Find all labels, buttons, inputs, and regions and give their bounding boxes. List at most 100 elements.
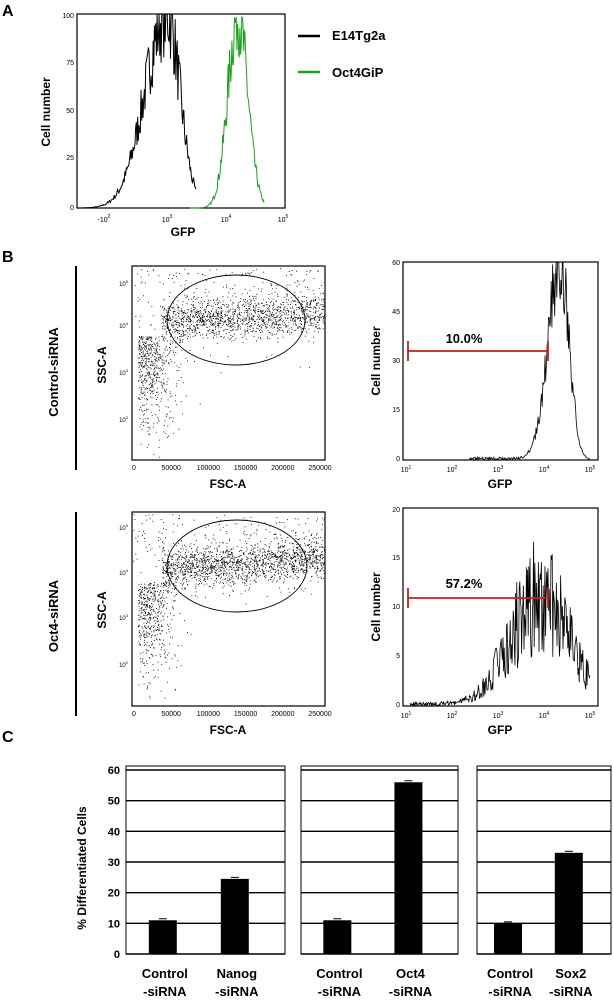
scatter-point: [140, 409, 142, 411]
scatter-point: [148, 376, 150, 378]
scatter-point: [249, 563, 251, 565]
scatter-point: [233, 340, 235, 341]
scatter-point: [162, 338, 164, 340]
scatter-point: [278, 311, 280, 313]
scatter-point: [292, 561, 294, 563]
scatter-point: [167, 308, 169, 309]
scatter-point: [191, 312, 193, 314]
scatter-point: [153, 631, 155, 633]
scatter-point: [270, 577, 272, 579]
scatter-point: [314, 536, 316, 538]
scatter-point: [180, 570, 182, 572]
scatter-point: [312, 551, 314, 553]
scatter-point: [317, 542, 319, 544]
scatter-point: [157, 615, 159, 617]
scatter-point: [203, 313, 205, 314]
scatter-point: [298, 326, 300, 327]
scatter-point: [172, 324, 174, 325]
scatter-point: [209, 317, 211, 319]
scatter-point: [199, 331, 201, 333]
scatter-point: [149, 608, 151, 609]
scatter-point: [245, 565, 247, 567]
scatter-point: [163, 577, 165, 579]
scatter-point: [144, 639, 145, 641]
scatter-point: [216, 336, 218, 338]
scatter-point: [151, 414, 153, 416]
scatter-point: [149, 614, 151, 616]
scatter-point: [150, 382, 152, 384]
scatter-point: [161, 370, 163, 371]
scatter-point: [286, 290, 288, 291]
scatter-point: [270, 572, 272, 573]
scatter-point: [291, 312, 293, 314]
scatter-point: [148, 584, 150, 586]
scatter-point: [304, 543, 305, 545]
scatter-point: [286, 556, 287, 558]
scatter-point: [203, 321, 205, 323]
scatter-point: [303, 301, 305, 303]
scatter-point: [273, 317, 275, 319]
scatter-point: [194, 326, 196, 328]
scatter-point: [177, 307, 179, 309]
scatter-point: [268, 555, 270, 557]
scatter-point: [285, 562, 287, 564]
scatter-point: [267, 559, 269, 560]
scatter-point: [215, 311, 217, 313]
scatter-point: [187, 562, 189, 563]
scatter-point: [181, 321, 182, 322]
scatter-point: [202, 318, 204, 320]
scatter-point: [221, 564, 223, 566]
scatter-point: [266, 317, 268, 318]
scatter-point: [271, 300, 273, 302]
scatter-point: [143, 598, 145, 600]
scatter-point: [250, 551, 252, 553]
scatter-point: [218, 315, 220, 317]
scatter-point: [310, 580, 312, 582]
scatter-point: [262, 302, 264, 304]
scatter-point: [226, 284, 227, 286]
scatter-point: [181, 564, 183, 566]
scatter-point: [191, 310, 193, 312]
scatter-point: [239, 539, 241, 541]
scatter-point: [176, 577, 178, 579]
scatter-point: [297, 281, 299, 283]
scatter-point: [191, 565, 193, 567]
scatter-point: [163, 352, 165, 354]
scatter-point: [162, 643, 163, 644]
scatter-point: [221, 317, 223, 319]
scatter-point: [162, 566, 164, 568]
scatter-point: [245, 563, 246, 565]
scatter-point: [188, 320, 189, 322]
scatter-point: [215, 559, 217, 561]
scatter-point: [173, 329, 175, 330]
scatter-point: [282, 301, 284, 303]
scatter-point: [241, 568, 243, 570]
scatter-point: [201, 563, 203, 565]
bar-category-label: Control: [142, 966, 188, 981]
scatter-point: [157, 627, 158, 628]
scatter-point: [204, 275, 206, 277]
scatter-point: [290, 530, 292, 532]
scatter-point: [144, 349, 146, 351]
scatter-point: [172, 531, 174, 533]
scatter-point: [268, 550, 270, 552]
scatter-point: [155, 338, 156, 340]
scatter-point: [254, 321, 255, 323]
scatter-point: [182, 413, 183, 415]
scatter-point: [283, 545, 285, 547]
scatter-point: [145, 342, 147, 344]
scatter-point: [186, 567, 188, 568]
scatter-point: [215, 567, 217, 569]
scatter-point: [152, 393, 154, 394]
scatter-point: [151, 609, 153, 610]
scatter-point: [258, 554, 260, 556]
scatter-point: [158, 540, 159, 541]
scatter-point: [150, 377, 152, 379]
scatter-point: [299, 307, 301, 309]
scatter-point: [302, 280, 304, 282]
scatter-point: [294, 574, 296, 575]
scatter-point: [302, 565, 304, 567]
scatter-point: [160, 620, 162, 622]
scatter-point: [299, 317, 301, 318]
scatter-point: [144, 541, 146, 543]
